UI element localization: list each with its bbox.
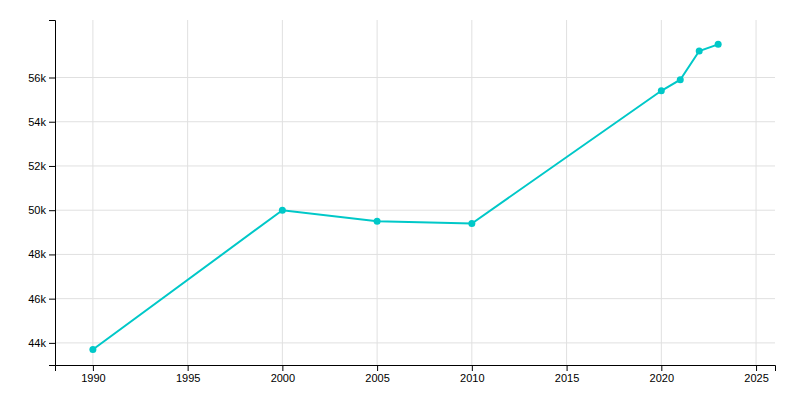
x-tick: 2000 <box>271 365 295 384</box>
y-tick: 54k <box>28 116 55 128</box>
grid-line-x <box>566 20 567 365</box>
y-tick-label: 54k <box>28 116 46 128</box>
y-tick-label: 44k <box>28 337 46 349</box>
x-tick-label: 1995 <box>176 372 200 384</box>
y-tick-label: 48k <box>28 248 46 260</box>
x-tick-mark <box>188 365 189 371</box>
x-tick: 2025 <box>744 365 768 384</box>
x-tick: 2010 <box>460 365 484 384</box>
x-tick: 2015 <box>555 365 579 384</box>
y-axis-line <box>49 21 56 366</box>
y-tick-mark <box>49 343 55 344</box>
grid-line-x <box>661 20 662 365</box>
grid-line-x <box>471 20 472 365</box>
y-tick-mark <box>49 166 55 167</box>
x-tick: 2005 <box>365 365 389 384</box>
x-tick-mark <box>282 365 283 371</box>
line <box>93 44 718 349</box>
y-tick: 56k <box>28 72 55 84</box>
grid-line-y <box>55 121 775 122</box>
grid-line-x <box>756 20 757 365</box>
grid-line-x <box>282 20 283 365</box>
y-tick: 46k <box>28 293 55 305</box>
grid-line-y <box>55 342 775 343</box>
x-tick-mark <box>377 365 378 371</box>
point <box>89 346 96 353</box>
y-axis: 44k 46k 48k 50k 52k 54k 56k <box>28 21 55 366</box>
x-tick-label: 2025 <box>744 372 768 384</box>
point <box>374 218 381 225</box>
x-tick: 1995 <box>176 365 200 384</box>
y-tick-label: 56k <box>28 72 46 84</box>
marks <box>89 41 721 353</box>
y-tick: 52k <box>28 160 55 172</box>
y-tick-label: 50k <box>28 204 46 216</box>
point <box>715 41 722 48</box>
y-tick: 44k <box>28 337 55 349</box>
x-axis-line <box>56 366 776 372</box>
x-tick-mark <box>756 365 757 371</box>
y-tick-mark <box>49 210 55 211</box>
y-tick: 50k <box>28 204 55 216</box>
y-tick-label: 52k <box>28 160 46 172</box>
y-tick-mark <box>49 78 55 79</box>
x-tick-mark <box>567 365 568 371</box>
x-tick-label: 2005 <box>365 372 389 384</box>
y-tick-mark <box>49 122 55 123</box>
x-tick-label: 2020 <box>650 372 674 384</box>
x-tick: 2020 <box>650 365 674 384</box>
grid-line-y <box>55 77 775 78</box>
x-tick-label: 2000 <box>271 372 295 384</box>
y-tick-mark <box>49 254 55 255</box>
x-tick: 1990 <box>81 365 105 384</box>
x-tick-mark <box>93 365 94 371</box>
grid-line-x <box>187 20 188 365</box>
y-tick: 48k <box>28 248 55 260</box>
grid-line-x <box>92 20 93 365</box>
point <box>468 220 475 227</box>
point <box>279 207 286 214</box>
grid-line-y <box>55 165 775 166</box>
grid <box>55 20 775 365</box>
x-tick-mark <box>472 365 473 371</box>
y-tick-label: 46k <box>28 293 46 305</box>
grid-line-y <box>55 254 775 255</box>
point <box>658 87 665 94</box>
x-tick-mark <box>661 365 662 371</box>
chart: 1990 1995 2000 2005 2010 2015 2020 2025 44k 46k 48… <box>0 0 800 400</box>
y-tick-mark <box>49 299 55 300</box>
x-tick-label: 2010 <box>460 372 484 384</box>
x-tick-label: 2015 <box>555 372 579 384</box>
point <box>696 47 703 54</box>
x-axis: 1990 1995 2000 2005 2010 2015 2020 2025 <box>56 365 776 384</box>
plot: 1990 1995 2000 2005 2010 2015 2020 2025 44k 46k 48… <box>28 20 775 384</box>
x-tick-label: 1990 <box>81 372 105 384</box>
grid-line-x <box>377 20 378 365</box>
point <box>677 76 684 83</box>
grid-line-y <box>55 210 775 211</box>
